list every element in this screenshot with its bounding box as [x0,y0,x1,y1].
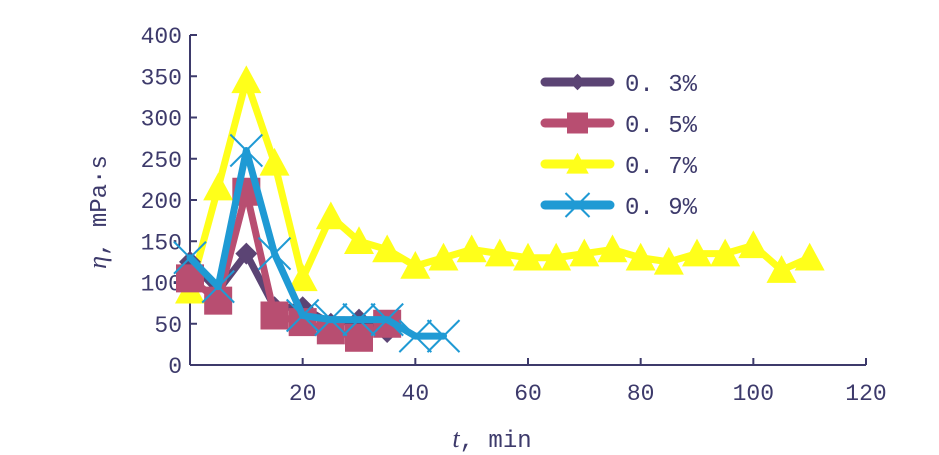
data-point [625,242,656,271]
legend-label: 0. 5% [625,113,698,140]
x-marker-stroke [564,192,591,218]
x-tick-label: 120 [845,381,886,407]
x-marker-stroke [342,302,376,337]
series-3 [173,133,461,353]
data-point [682,238,712,267]
series-1 [176,177,402,352]
legend-label: 0. 7% [625,154,698,181]
x-marker-stroke [370,302,404,337]
data-point [738,230,769,259]
data-point [345,323,373,352]
x-marker-stroke [229,133,264,168]
data-point [285,298,320,333]
x-tick-label: 80 [627,381,655,407]
data-point [400,251,431,279]
series-line [186,147,447,340]
data-point [484,238,515,267]
data-point [653,246,684,275]
y-tick-label: 300 [141,107,182,133]
data-point [569,238,600,267]
x-marker-stroke [398,319,433,353]
legend-item: 0. 9% [540,192,698,222]
y-tick-label: 350 [141,65,182,91]
x-marker-stroke [314,302,348,337]
data-point [794,242,825,271]
data-point [398,319,433,353]
x-marker-stroke [201,269,235,304]
x-axis-title: t, min [452,424,531,455]
data-point [344,226,374,254]
data-point [287,263,318,292]
data-point [342,302,376,337]
legend-swatch-marker [569,73,586,91]
legend: 0. 3% 0. 5% 0. 7% 0. 9% [540,72,698,222]
legend-swatch-marker [566,152,589,174]
x-tick-label: 20 [289,381,317,407]
data-point [260,301,289,330]
data-point [315,201,346,230]
legend-item: 0. 7% [540,152,698,181]
legend-item: 0. 5% [540,112,698,140]
data-point [766,255,797,283]
data-point [710,238,741,267]
data-point [541,242,572,271]
data-point [173,241,207,275]
y-tick-label: 400 [141,24,182,50]
data-point [372,234,403,263]
x-marker-stroke [426,319,461,353]
x-tick-label: 40 [402,381,430,407]
y-tick-label: 50 [154,313,182,339]
data-point [597,234,628,263]
series-layer [173,65,825,353]
data-point [231,65,262,94]
legend-swatch-marker [567,112,588,134]
y-tick-label: 200 [141,189,182,215]
data-point [235,242,258,265]
x-marker-stroke [257,236,292,271]
x-marker-stroke [173,241,207,275]
data-point [201,269,235,304]
x-marker-stroke [285,298,320,333]
data-point [203,172,234,201]
data-point [314,302,348,337]
y-tick-label: 250 [141,148,182,174]
series-2 [175,65,825,304]
data-point [257,236,292,271]
data-point [259,147,290,176]
data-point [513,242,543,271]
legend-label: 0. 9% [625,195,698,222]
y-axis-title: η, mPa·s [83,155,114,269]
legend-item: 0. 3% [540,72,698,99]
data-point [370,302,404,337]
data-point [229,133,264,168]
y-tick-label: 0 [168,354,182,380]
data-point [428,242,459,271]
legend-label: 0. 3% [625,72,698,99]
data-point [456,234,487,263]
x-tick-label: 60 [514,381,542,407]
x-tick-label: 100 [733,381,774,407]
data-point [426,319,461,353]
y-tick-label: 100 [141,272,182,298]
legend-swatch-marker [564,192,591,218]
data-point [204,286,233,315]
